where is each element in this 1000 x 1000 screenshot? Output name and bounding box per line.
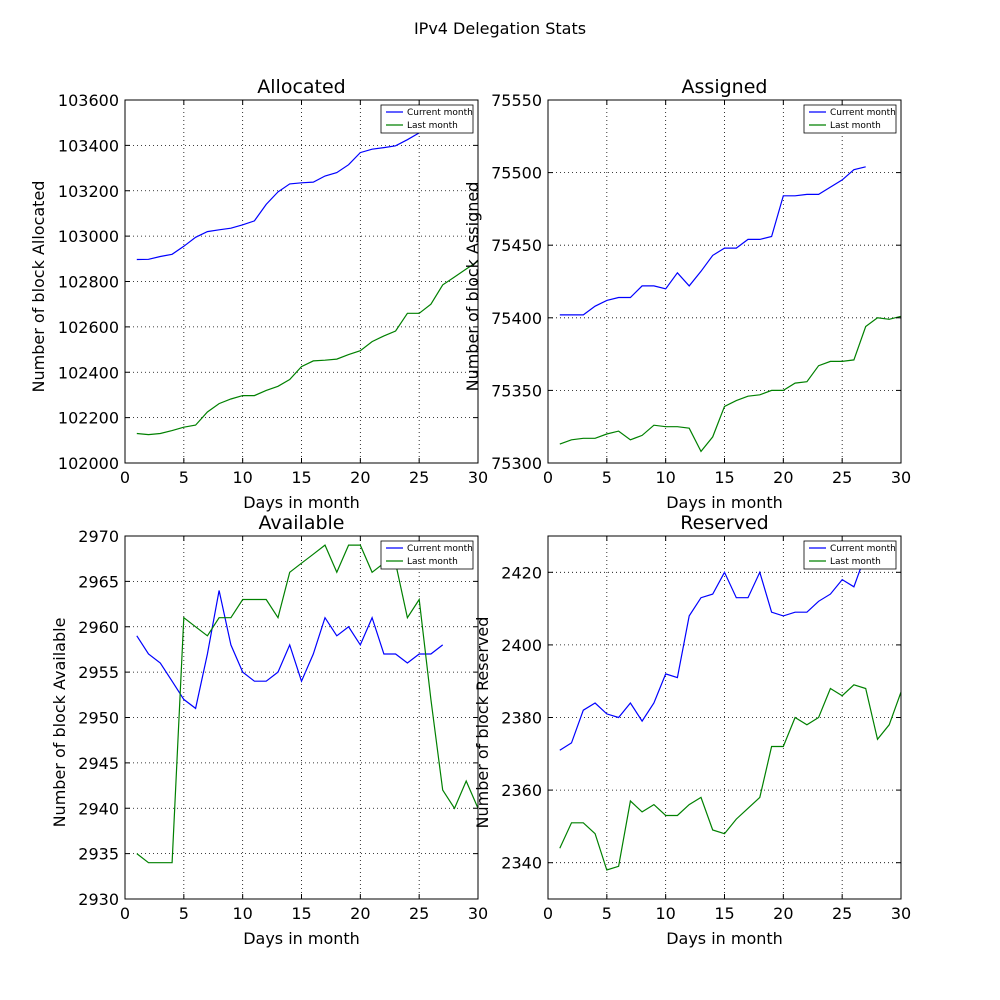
chart-assigned: 0 5 10 15 20 25 307530075350754007545075500755… [463,76,911,512]
y-tick-label: 102800 [58,273,119,292]
y-tick-label: 2970 [78,527,119,546]
legend-label-last-month: Last month [407,121,458,131]
x-tick-label: 30 [468,468,488,487]
legend-label-current-month: Current month [830,108,896,118]
legend-label-current-month: Current month [407,108,473,118]
x-tick-label: 0 [120,468,130,487]
y-tick-label: 102400 [58,363,119,382]
legend-box [803,540,897,570]
chart-reserved: 0 5 10 15 20 25 30 2340 2360 2380 2400 2420 Reserved… [473,512,911,948]
x-tick-label: 5 [602,904,612,923]
x-axis-label: Days in month [666,493,783,512]
x-tick-label: 25 [409,468,429,487]
y-tick-label: 102200 [58,409,119,428]
series-line-last-month [136,260,478,436]
x-tick-label: 0 [543,904,553,923]
y-axis-label: Number of block Allocated [29,181,48,393]
chart-title: Reserved [680,512,768,534]
chart-allocated: 0 5 10 15 20 25 30 102000 102200 102400 102600 1028… [29,76,488,512]
x-tick-label: 20 [350,468,370,487]
x-tick-label: 10 [655,468,675,487]
x-tick-label: 5 [179,904,189,923]
series-line-current-month [559,553,867,751]
x-tick-label: 10 [232,904,252,923]
y-tick-label: 75450 [491,236,542,255]
legend-box [803,104,897,134]
legend: Current month Last month [803,104,897,134]
x-axis-label: Days in month [243,493,360,512]
y-tick-label: 2955 [78,663,119,682]
chart-title: Available [258,512,344,534]
x-tick-label: 0 [543,468,553,487]
x-tick-label: 5 [179,468,189,487]
y-tick-label: 2380 [501,709,542,728]
x-tick-label: 30 [891,468,911,487]
series-line-current-month [136,132,420,261]
y-tick-label: 75300 [491,454,542,473]
legend: Current month Last month [380,104,474,134]
y-tick-label: 2930 [78,890,119,909]
x-tick-label: 20 [773,904,793,923]
x-tick-label: 15 [714,468,734,487]
x-tick-label: 0 [120,904,130,923]
series-line-last-month [559,684,901,871]
legend: Current month Last month [380,540,474,570]
x-tick-label: 10 [232,468,252,487]
y-tick-label: 103400 [58,136,119,155]
legend-label-current-month: Current month [407,544,473,554]
legend: Current month Last month [803,540,897,570]
y-tick-label: 75550 [491,91,542,110]
chart-title: Assigned [682,76,768,98]
y-tick-label: 102600 [58,318,119,337]
y-tick-label: 2400 [501,636,542,655]
y-tick-label: 75350 [491,381,542,400]
x-tick-label: 30 [891,904,911,923]
legend-box [380,104,474,134]
y-tick-label: 103600 [58,91,119,110]
x-tick-label: 10 [655,904,675,923]
y-tick-label: 75500 [491,164,542,183]
x-tick-label: 25 [832,468,852,487]
y-tick-label: 103000 [58,227,119,246]
x-tick-label: 15 [291,468,311,487]
y-tick-label: 2340 [501,854,542,873]
y-tick-label: 2940 [78,799,119,818]
x-axis-label: Days in month [243,929,360,948]
y-axis-label: Number of block Reserved [473,617,492,829]
x-tick-label: 20 [773,468,793,487]
x-tick-label: 25 [409,904,429,923]
y-tick-label: 2965 [78,572,119,591]
x-tick-label: 5 [602,468,612,487]
legend-label-last-month: Last month [407,557,458,567]
y-tick-label: 75400 [491,309,542,328]
y-tick-label: 2360 [501,781,542,800]
y-axis-label: Number of block Available [50,618,69,828]
figure-title: IPv4 Delegation Stats [414,19,586,38]
chart-available: 0 5 10 15 20 25 30 2930 2935 2940 2945 2950 2955 2960… [50,512,488,948]
y-tick-label: 102000 [58,454,119,473]
y-axis-label: Number of block Assigned [463,182,482,392]
x-tick-label: 15 [291,904,311,923]
x-axis-label: Days in month [666,929,783,948]
series-line-last-month [136,544,478,864]
legend-label-last-month: Last month [830,557,881,567]
legend-box [380,540,474,570]
y-tick-label: 103200 [58,182,119,201]
y-tick-label: 2935 [78,845,119,864]
chart-title: Allocated [257,76,345,98]
series-line-last-month [559,315,901,453]
x-tick-label: 25 [832,904,852,923]
legend-label-current-month: Current month [830,544,896,554]
y-tick-label: 2420 [501,563,542,582]
y-tick-label: 2960 [78,618,119,637]
legend-label-last-month: Last month [830,121,881,131]
y-tick-label: 2945 [78,754,119,773]
y-tick-label: 2950 [78,709,119,728]
series-line-current-month [136,590,444,710]
x-tick-label: 15 [714,904,734,923]
x-tick-label: 30 [468,904,488,923]
series-line-current-month [559,166,866,316]
x-tick-label: 20 [350,904,370,923]
